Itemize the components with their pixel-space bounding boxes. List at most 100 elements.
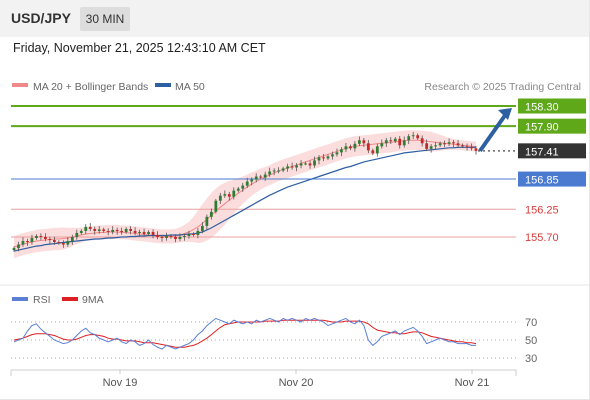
ma50-legend-label: MA 50	[175, 81, 205, 93]
candle-body	[313, 160, 316, 166]
candle-body	[290, 166, 294, 168]
candle	[259, 174, 263, 180]
candle	[93, 226, 97, 235]
candle	[393, 136, 397, 144]
candle-body	[470, 147, 473, 149]
candle-body	[120, 230, 124, 232]
candle-body	[61, 243, 65, 245]
level-label-158.30: 158.30	[525, 102, 559, 114]
candle	[183, 233, 186, 241]
candle	[313, 156, 316, 168]
candle-body	[335, 152, 339, 155]
candle-body	[384, 140, 388, 144]
candle-body	[317, 157, 321, 161]
candle	[245, 177, 249, 188]
candle	[236, 186, 240, 193]
level-label-box-157.90	[518, 118, 586, 134]
candle	[277, 167, 281, 174]
candle	[286, 163, 290, 172]
bollinger-band	[14, 130, 476, 259]
candle-body	[70, 237, 74, 242]
candle	[57, 240, 61, 245]
candle-body	[308, 163, 312, 166]
candle	[281, 166, 285, 173]
candle	[35, 234, 38, 240]
candle-body	[30, 238, 34, 243]
candle-body	[26, 241, 29, 243]
candle-body	[272, 170, 276, 172]
candle-body	[465, 146, 469, 148]
candle	[102, 227, 106, 233]
candle	[75, 229, 79, 240]
candle	[79, 229, 83, 235]
candle	[200, 222, 204, 234]
ma20-legend-swatch	[12, 83, 28, 87]
candle	[456, 140, 460, 149]
candle	[232, 187, 236, 200]
candle	[120, 227, 124, 235]
candle-body	[142, 231, 146, 234]
candle	[411, 131, 415, 140]
candle-body	[425, 143, 429, 149]
candle-body	[183, 235, 186, 237]
candle-body	[411, 135, 415, 137]
level-label-157.41: 157.41	[525, 146, 559, 158]
candle	[165, 232, 168, 241]
candle	[214, 198, 218, 214]
ma9-line	[13, 319, 477, 348]
level-label-box-156.85	[518, 171, 586, 187]
candle	[129, 226, 133, 235]
candle	[227, 191, 231, 201]
candle-body	[102, 229, 106, 231]
x-tick-label: Nov 20	[279, 377, 314, 389]
candle	[434, 142, 438, 150]
candle	[299, 160, 303, 169]
candle-body	[286, 166, 290, 169]
candle-body	[205, 216, 209, 226]
candle	[187, 230, 191, 239]
candle-body	[124, 228, 128, 232]
candle	[474, 146, 478, 155]
candle	[192, 232, 195, 237]
candle-body	[268, 171, 272, 175]
candle	[263, 171, 267, 181]
candle-body	[84, 226, 88, 231]
candle-body	[474, 148, 478, 151]
candle	[66, 237, 70, 247]
candle-body	[196, 230, 200, 235]
x-tick-label: Nov 19	[103, 377, 138, 389]
level-label-156.25: 156.25	[525, 204, 559, 216]
timeframe-button[interactable]: 30 MIN	[80, 7, 130, 31]
candle	[461, 143, 464, 149]
candle-body	[389, 140, 393, 142]
arrow-shaft	[478, 112, 508, 152]
level-labels: 158.30 157.90 157.41 156.85 156.25 155.70	[518, 98, 586, 244]
candle-body	[281, 168, 285, 171]
ma50-line	[13, 146, 476, 252]
candle-body	[151, 231, 155, 235]
candle-body	[322, 157, 325, 159]
candle-body	[169, 235, 173, 237]
candle-body	[447, 142, 451, 144]
candle	[26, 238, 29, 246]
candle	[254, 173, 258, 183]
candle	[106, 228, 110, 236]
candle-body	[39, 235, 43, 237]
candle-body	[371, 150, 375, 154]
rsi-legend: RSI 9MA	[12, 294, 104, 306]
candle-body	[443, 143, 446, 145]
candle-body	[44, 237, 47, 240]
currency-pair-title: USD/JPY	[11, 10, 71, 26]
candle	[156, 231, 159, 240]
ma50-legend-swatch	[155, 83, 171, 87]
candle	[470, 143, 473, 151]
candle-body	[147, 231, 150, 234]
candle-body	[57, 242, 61, 244]
rsi-tick-70: 70	[525, 317, 537, 329]
candle	[17, 241, 20, 252]
candle-body	[88, 226, 92, 229]
candle	[272, 168, 276, 176]
candle-body	[129, 228, 133, 231]
candle-body	[259, 176, 263, 178]
